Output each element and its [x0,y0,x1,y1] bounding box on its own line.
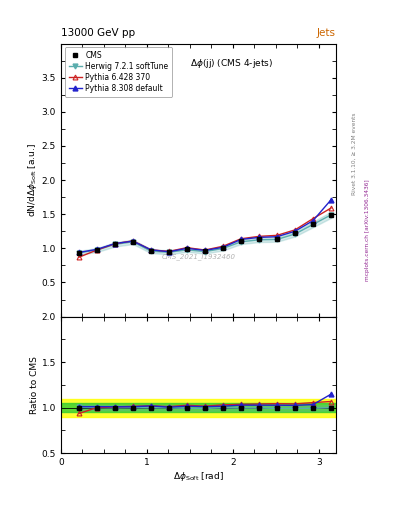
Pythia 8.308 default [77,249,81,255]
Pythia 6.428 370 [185,245,189,251]
CMS [220,245,225,251]
Pythia 8.308 default [203,247,208,253]
CMS [185,246,189,252]
CMS [257,237,261,243]
Line: Pythia 8.308 default: Pythia 8.308 default [77,198,333,255]
CMS [149,248,153,254]
Pythia 6.428 370 [130,238,135,244]
CMS [275,236,279,242]
Pythia 8.308 default [310,218,315,224]
Pythia 8.308 default [239,237,243,243]
Pythia 8.308 default [167,249,171,255]
Pythia 8.308 default [275,233,279,240]
CMS [329,212,333,218]
Text: 13000 GeV pp: 13000 GeV pp [61,28,135,38]
Text: Jets: Jets [317,28,336,38]
Pythia 6.428 370 [310,216,315,222]
Pythia 8.308 default [257,234,261,241]
Herwig 7.2.1 softTune [130,239,135,245]
Pythia 6.428 370 [257,233,261,240]
Pythia 6.428 370 [239,236,243,242]
Y-axis label: Ratio to CMS: Ratio to CMS [30,356,39,414]
Text: mcplots.cern.ch [arXiv:1306.3436]: mcplots.cern.ch [arXiv:1306.3436] [365,180,371,281]
CMS [203,248,208,254]
Herwig 7.2.1 softTune [77,250,81,256]
Herwig 7.2.1 softTune [310,221,315,227]
Pythia 8.308 default [293,228,298,234]
Text: $\Delta\phi$(jj) (CMS 4-jets): $\Delta\phi$(jj) (CMS 4-jets) [190,57,273,70]
CMS [77,250,81,256]
CMS [112,241,117,247]
X-axis label: $\Delta\phi_{\rm Soft}$ [rad]: $\Delta\phi_{\rm Soft}$ [rad] [173,470,224,483]
CMS [310,221,315,227]
CMS [167,249,171,255]
Herwig 7.2.1 softTune [149,248,153,254]
Pythia 8.308 default [130,238,135,244]
Pythia 6.428 370 [293,227,298,233]
CMS [239,239,243,245]
Pythia 6.428 370 [275,232,279,239]
Line: Herwig 7.2.1 softTune: Herwig 7.2.1 softTune [77,212,333,255]
Pythia 6.428 370 [95,247,99,253]
Pythia 6.428 370 [167,248,171,254]
Herwig 7.2.1 softTune [167,249,171,255]
Herwig 7.2.1 softTune [293,231,298,237]
Herwig 7.2.1 softTune [329,212,333,218]
Legend: CMS, Herwig 7.2.1 softTune, Pythia 6.428 370, Pythia 8.308 default: CMS, Herwig 7.2.1 softTune, Pythia 6.428… [65,47,172,97]
Pythia 6.428 370 [112,241,117,247]
Herwig 7.2.1 softTune [239,239,243,245]
Pythia 6.428 370 [329,205,333,211]
Pythia 8.308 default [220,244,225,250]
Pythia 8.308 default [329,197,333,203]
Herwig 7.2.1 softTune [203,248,208,254]
Y-axis label: dN/d$\Delta\phi_{\rm Soft}$ [a.u.]: dN/d$\Delta\phi_{\rm Soft}$ [a.u.] [26,143,39,217]
Herwig 7.2.1 softTune [275,237,279,243]
Pythia 6.428 370 [77,254,81,260]
CMS [130,239,135,245]
CMS [95,247,99,253]
Herwig 7.2.1 softTune [95,247,99,253]
Pythia 8.308 default [95,246,99,252]
Herwig 7.2.1 softTune [112,241,117,247]
Pythia 8.308 default [185,245,189,251]
Line: CMS: CMS [77,212,333,255]
Pythia 6.428 370 [149,247,153,253]
CMS [293,230,298,237]
Herwig 7.2.1 softTune [257,237,261,243]
Line: Pythia 6.428 370: Pythia 6.428 370 [77,206,333,260]
Pythia 8.308 default [149,247,153,253]
Pythia 8.308 default [112,241,117,247]
Pythia 6.428 370 [203,247,208,253]
Text: CMS_2021_I1932460: CMS_2021_I1932460 [162,253,235,260]
Text: Rivet 3.1.10, ≥ 3.2M events: Rivet 3.1.10, ≥ 3.2M events [352,112,357,195]
Herwig 7.2.1 softTune [185,247,189,253]
Pythia 6.428 370 [220,243,225,249]
Herwig 7.2.1 softTune [220,245,225,251]
